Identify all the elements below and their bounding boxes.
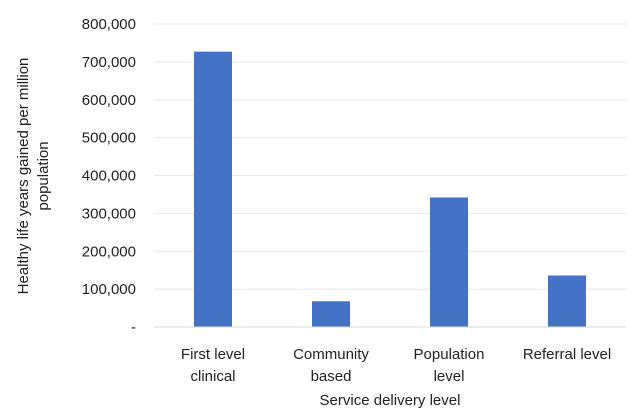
x-axis-title: Service delivery level [320, 392, 461, 409]
x-category-label: First level clinical [181, 346, 245, 385]
bars [194, 51, 586, 328]
x-axis-category-labels: First level clinical Community based Populat… [181, 346, 611, 385]
y-tick-label: 700,000 [82, 54, 136, 71]
y-tick-label: 300,000 [82, 205, 136, 222]
bar [312, 301, 350, 327]
y-axis-tick-labels: - 100,000 200,000 300,000 400,000 500,000 600,… [82, 16, 136, 336]
bar [548, 275, 586, 327]
y-tick-label: 500,000 [82, 130, 136, 147]
gridlines [154, 23, 626, 290]
bar [430, 197, 468, 327]
bar [194, 51, 232, 328]
y-tick-label: - [131, 319, 136, 336]
y-tick-label: 100,000 [82, 281, 136, 298]
y-axis-title-text: Healthy life years gained per million pop… [15, 58, 52, 295]
y-tick-label: 800,000 [82, 16, 136, 33]
y-tick-label: 200,000 [82, 243, 136, 260]
y-axis-title: Healthy life years gained per million pop… [15, 58, 52, 295]
x-category-label: Population level [414, 346, 485, 385]
x-category-label: Referral level [523, 346, 611, 363]
y-tick-label: 600,000 [82, 92, 136, 109]
x-category-label: Community based [293, 346, 369, 385]
y-tick-label: 400,000 [82, 168, 136, 185]
